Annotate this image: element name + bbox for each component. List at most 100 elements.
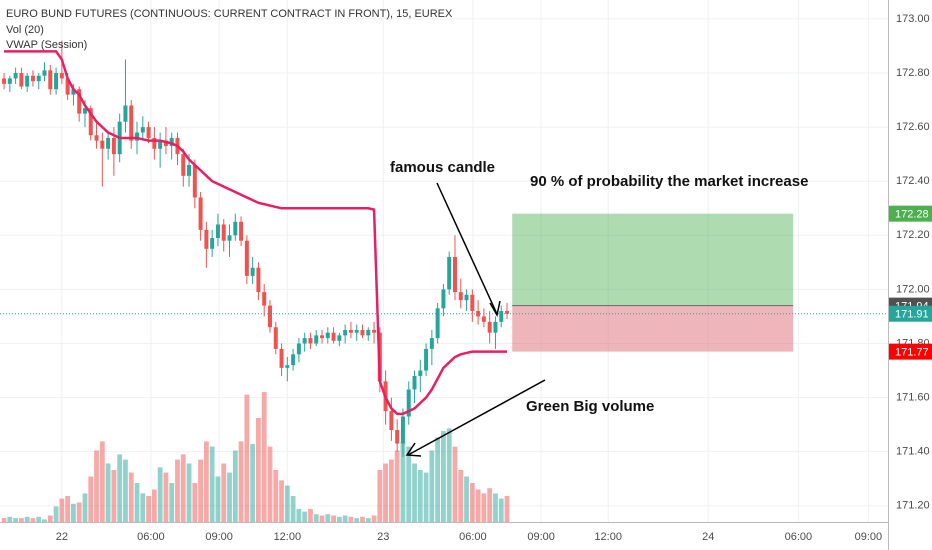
volume-bar — [76, 502, 82, 522]
candle-body — [169, 137, 174, 147]
volume-bar — [498, 498, 504, 522]
arrow-head — [405, 442, 422, 457]
candle-body — [273, 327, 278, 349]
y-tick-label: 173.00 — [896, 13, 930, 25]
x-tick-label: 09:00 — [527, 531, 555, 543]
candle-body — [429, 338, 434, 349]
volume-bar — [388, 459, 394, 522]
candle-body — [2, 78, 7, 84]
volume-bar — [429, 450, 435, 522]
x-tick-label: 06:00 — [785, 531, 813, 543]
volume-bar — [273, 470, 279, 522]
candle-body — [400, 416, 405, 444]
volume-bar — [227, 472, 232, 522]
volume-bar — [475, 489, 481, 522]
target-price-label: 172.28 — [895, 209, 929, 221]
volume-bar — [7, 516, 13, 522]
volume-bar — [493, 493, 498, 522]
vwap-line — [4, 50, 508, 416]
y-tick-label: 171.40 — [896, 446, 930, 458]
x-tick-label: 06:00 — [137, 531, 165, 543]
y-tick-label: 172.20 — [896, 229, 930, 241]
volume-bar — [215, 476, 221, 522]
candle-body — [267, 305, 272, 328]
volume-bar — [365, 518, 371, 522]
volume-bar — [18, 518, 24, 522]
last-price-label-box — [889, 305, 932, 322]
volume-bar — [394, 450, 400, 522]
candle-body — [418, 370, 423, 376]
candle-body — [279, 348, 284, 368]
volume-bar — [30, 518, 36, 522]
volume-bar — [302, 511, 308, 522]
volume-bar — [261, 392, 267, 522]
x-tick-label: 12:00 — [274, 531, 302, 543]
candle-body — [302, 338, 307, 344]
target-price-label-box — [889, 205, 932, 222]
candle-body — [447, 256, 452, 290]
candle-body — [331, 332, 336, 341]
candle-body — [285, 365, 290, 368]
volume-bar — [400, 441, 406, 522]
x-tick-label: 09:00 — [855, 531, 883, 543]
candle-body — [308, 338, 313, 344]
candle-body — [146, 127, 151, 138]
candle-body — [7, 78, 12, 84]
annotation: 90 % of probability the market increase — [530, 173, 808, 190]
y-tick-label: 171.20 — [896, 500, 930, 512]
volume-bar — [53, 506, 59, 522]
candle-body — [158, 140, 163, 149]
y-tick-label: 172.60 — [896, 121, 930, 133]
candle-body — [204, 229, 209, 249]
volume-bar — [256, 418, 261, 522]
candle-body — [493, 321, 498, 333]
candle-body — [481, 316, 486, 322]
candle-body — [215, 224, 220, 239]
volume-bar — [244, 394, 250, 522]
candle-body — [106, 137, 111, 149]
volume-bar — [47, 515, 53, 522]
candle-body — [192, 164, 197, 198]
volume-bar — [123, 459, 128, 522]
candle-body — [135, 132, 140, 141]
volume-bar — [481, 493, 487, 522]
candle-body — [48, 70, 53, 90]
x-tick-label: 09:00 — [205, 531, 233, 543]
candle-body — [435, 308, 440, 339]
candle-body — [88, 108, 93, 136]
candle-body — [13, 73, 18, 79]
volume-bar — [151, 489, 157, 522]
candle-body — [129, 105, 134, 141]
arrows — [405, 182, 546, 457]
indicator-label: VWAP (Session) — [6, 39, 87, 51]
indicator-label: Vol (20) — [6, 24, 44, 36]
candle-body — [244, 240, 249, 276]
volume-bar — [319, 515, 325, 522]
volume-bar — [377, 470, 383, 522]
candle-body — [82, 108, 87, 114]
candle-body — [54, 73, 59, 90]
candle-body — [325, 332, 330, 339]
volume-bar — [296, 509, 302, 522]
candle-body — [30, 75, 35, 82]
candle-body — [187, 164, 192, 176]
axes: 173.00 172.80 172.60 172.40 172.20 172.00 171.… — [56, 13, 932, 543]
volume-bar — [232, 450, 238, 522]
candle-body — [354, 329, 359, 333]
volume-bar — [371, 515, 377, 522]
annotation: famous candle — [390, 159, 495, 176]
candle-body — [337, 335, 342, 341]
volume-bar — [412, 463, 417, 522]
candle-body — [239, 221, 244, 241]
x-tick-label: 23 — [377, 531, 389, 543]
y-tick-label: 172.40 — [896, 175, 930, 187]
candle-body — [65, 78, 70, 95]
volume-bar — [105, 463, 111, 522]
candle-body — [25, 75, 30, 87]
volume-bar — [59, 498, 65, 522]
candle-body — [389, 411, 394, 431]
y-tick-label: 171.60 — [896, 391, 930, 403]
volume-bar — [134, 483, 140, 522]
candle-body — [42, 70, 47, 76]
